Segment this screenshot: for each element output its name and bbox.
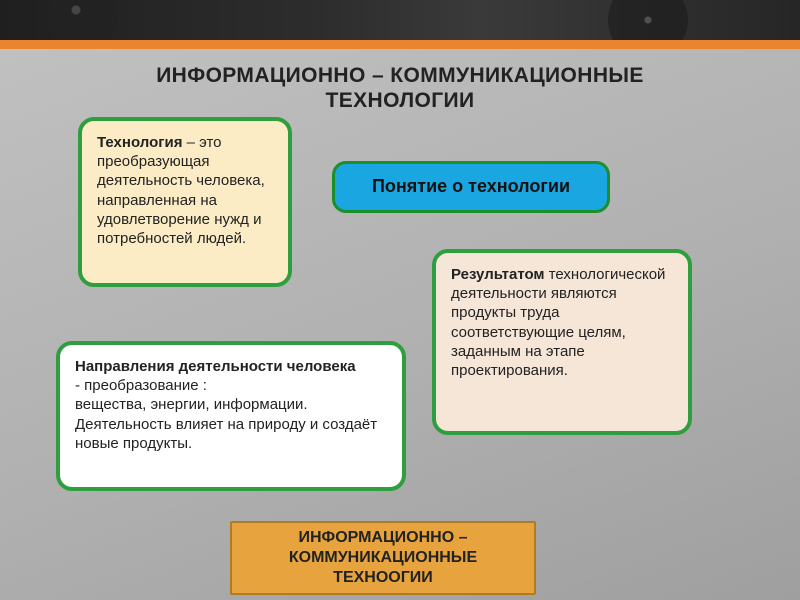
box-concept: Понятие о технологии (332, 161, 610, 213)
slide-title: ИНФОРМАЦИОННО – КОММУНИКАЦИОННЫЕ ТЕХНОЛО… (0, 63, 800, 113)
box-bottom-l1: ИНФОРМАЦИОННО – (298, 529, 467, 546)
box-technology-definition: Технология – это преобразующая деятельно… (78, 117, 292, 287)
box-directions-bold: Направления деятельности человека (75, 358, 356, 375)
box-bottom-l2: КОММУНИКАЦИОННЫЕ (289, 549, 477, 566)
slide-canvas: ИНФОРМАЦИОННО – КОММУНИКАЦИОННЫЕ ТЕХНОЛО… (0, 49, 800, 600)
top-photo-banner (0, 0, 800, 40)
box-directions-line3: Деятельность влияет на природу и создаёт… (75, 416, 377, 452)
title-line-2: ТЕХНОЛОГИИ (326, 89, 475, 112)
box-result-bold: Результатом (451, 266, 545, 283)
box-bottom-title: ИНФОРМАЦИОННО – КОММУНИКАЦИОННЫЕ ТЕХНООГ… (230, 521, 536, 595)
box-directions-line1: - преобразование : (75, 377, 207, 394)
box-directions: Направления деятельности человека - прео… (56, 341, 406, 491)
box-tech-bold: Технология (97, 134, 182, 151)
box-result: Результатом технологической деятельности… (432, 249, 692, 435)
title-line-1: ИНФОРМАЦИОННО – КОММУНИКАЦИОННЫЕ (156, 64, 644, 87)
box-directions-line2: вещества, энергии, информации. (75, 396, 308, 413)
box-bottom-l3: ТЕХНООГИИ (333, 569, 433, 586)
box-concept-text: Понятие о технологии (372, 175, 570, 198)
orange-divider (0, 40, 800, 49)
